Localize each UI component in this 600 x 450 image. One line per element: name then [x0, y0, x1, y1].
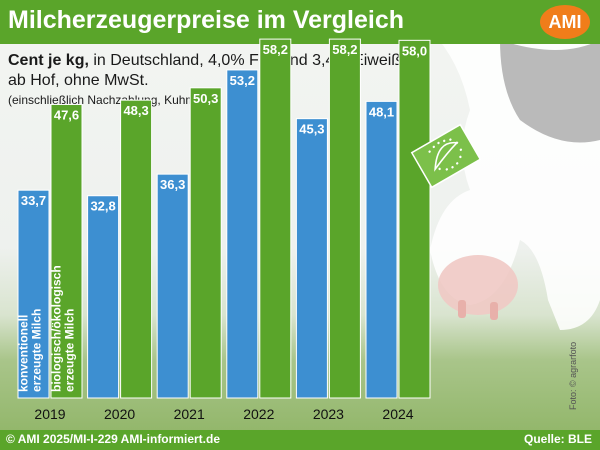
page-title: Milcherzeugerpreise im Vergleich — [8, 6, 404, 34]
series-label-conventional-line-2: erzeugte Milch — [30, 309, 44, 392]
x-tick-label-2021: 2021 — [174, 406, 205, 422]
value-label-organic-2024: 58,0 — [402, 43, 427, 58]
value-label-organic-2021: 50,3 — [193, 91, 218, 106]
subtitle-line-2: ab Hof, ohne MwSt. — [8, 72, 149, 89]
value-label-conventional-2019: 33,7 — [21, 193, 46, 208]
ami-logo: AMI — [540, 5, 590, 39]
subtitle-spec: in Deutschland, 4,0% Fett und 3,4% Eiwei… — [88, 52, 406, 69]
x-tick-label-2020: 2020 — [104, 406, 135, 422]
bar-conventional-2024 — [365, 100, 398, 399]
value-label-conventional-2022: 53,2 — [230, 73, 255, 88]
subtitle-unit: Cent je kg, — [8, 52, 89, 69]
footer-bar: © AMI 2025/MI-I-229 AMI-informiert.de Qu… — [0, 430, 600, 450]
x-tick-label-2019: 2019 — [34, 406, 65, 422]
value-label-conventional-2021: 36,3 — [160, 177, 185, 192]
bar-conventional-2021 — [156, 173, 189, 399]
bar-organic-2019 — [50, 103, 83, 399]
bar-organic-2024 — [398, 39, 431, 399]
value-label-conventional-2023: 45,3 — [299, 122, 324, 137]
header-bar: Milcherzeugerpreise im Vergleich AMI — [0, 0, 600, 44]
x-tick-label-2023: 2023 — [313, 406, 344, 422]
series-label-organic-line-1: biologisch/ökologisch — [50, 265, 64, 392]
footer-copyright: © AMI 2025/MI-I-229 AMI-informiert.de — [6, 432, 220, 446]
bar-organic-2023 — [328, 38, 361, 399]
value-label-organic-2020: 48,3 — [123, 103, 148, 118]
value-label-conventional-2024: 48,1 — [369, 104, 394, 119]
x-tick-label-2022: 2022 — [243, 406, 274, 422]
x-tick-label-2024: 2024 — [382, 406, 413, 422]
footer-source: Quelle: BLE — [523, 432, 592, 446]
bar-conventional-2023 — [295, 118, 328, 399]
bar-conventional-2022 — [226, 69, 259, 399]
eu-organic-leaf-icon — [410, 123, 482, 189]
value-label-organic-2019: 47,6 — [54, 107, 79, 122]
bar-organic-2020 — [120, 99, 153, 399]
bar-organic-2022 — [259, 38, 292, 399]
value-label-organic-2022: 58,2 — [263, 42, 288, 57]
subtitle-line-1: Cent je kg, in Deutschland, 4,0% Fett un… — [8, 52, 406, 70]
bar-conventional-2019 — [17, 189, 50, 399]
series-label-conventional-line-1: konventionell — [17, 315, 31, 392]
value-label-organic-2023: 58,2 — [332, 42, 357, 57]
value-label-conventional-2020: 32,8 — [90, 199, 115, 214]
series-label-organic-line-2: erzeugte Milch — [63, 309, 77, 392]
subtitle-note: (einschließlich Nachzahlung, Kuhmilch) — [8, 93, 218, 107]
bar-conventional-2020 — [87, 195, 120, 399]
bar-organic-2021 — [189, 87, 222, 399]
photo-credit: Foto: © agrarfoto — [568, 341, 578, 410]
